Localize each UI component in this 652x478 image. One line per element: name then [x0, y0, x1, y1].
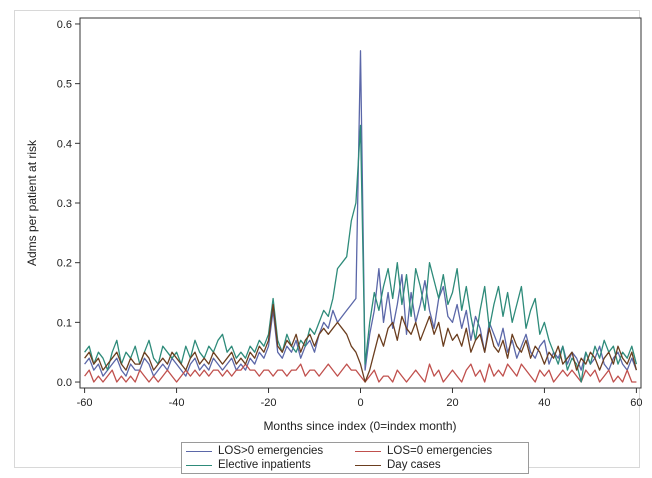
legend-swatch — [355, 464, 381, 466]
x-axis-title: Months since index (0=index month) — [263, 419, 456, 433]
y-tick-label: 0.3 — [57, 198, 72, 210]
legend-item-los-eq0: LOS=0 emergencies — [355, 444, 524, 458]
legend-swatch — [186, 464, 212, 466]
y-axis: 0.0 0.1 0.2 0.3 0.4 0.5 0.6 — [57, 19, 80, 389]
x-tick-label: -40 — [169, 397, 185, 409]
chart-legend: LOS>0 emergencies LOS=0 emergencies Elec… — [181, 442, 529, 474]
legend-item-elective: Elective inpatients — [186, 458, 355, 472]
legend-item-los-gt0: LOS>0 emergencies — [186, 444, 355, 458]
series-line-2 — [84, 124, 638, 383]
x-tick-label: -60 — [77, 397, 93, 409]
x-tick-label: 0 — [357, 397, 363, 409]
x-tick-label: 20 — [446, 397, 458, 409]
line-chart: 0.0 0.1 0.2 0.3 0.4 0.5 0.6 -60 -40 -20 0 20 40 60 M… — [25, 17, 643, 433]
x-tick-label: -20 — [261, 397, 277, 409]
legend-swatch — [186, 450, 212, 452]
series-layer — [84, 50, 638, 383]
legend-label: LOS=0 emergencies — [387, 445, 493, 457]
series-line-0 — [84, 50, 638, 377]
y-tick-label: 0.4 — [57, 138, 72, 150]
legend-item-day-cases: Day cases — [355, 458, 524, 472]
legend-label: Day cases — [387, 459, 441, 471]
y-axis-title: Adms per patient at risk — [25, 139, 39, 266]
x-tick-label: 40 — [538, 397, 550, 409]
legend-swatch — [355, 450, 381, 452]
series-line-1 — [84, 363, 637, 383]
x-axis: -60 -40 -20 0 20 40 60 — [77, 388, 643, 409]
legend-label: LOS>0 emergencies — [218, 445, 324, 457]
y-tick-label: 0.0 — [57, 377, 72, 389]
x-tick-label: 60 — [630, 397, 642, 409]
y-tick-label: 0.5 — [57, 79, 72, 91]
y-tick-label: 0.2 — [57, 258, 72, 270]
series-line-3 — [84, 303, 638, 383]
y-tick-label: 0.6 — [57, 19, 72, 31]
y-tick-label: 0.1 — [57, 317, 72, 329]
legend-label: Elective inpatients — [218, 459, 311, 471]
